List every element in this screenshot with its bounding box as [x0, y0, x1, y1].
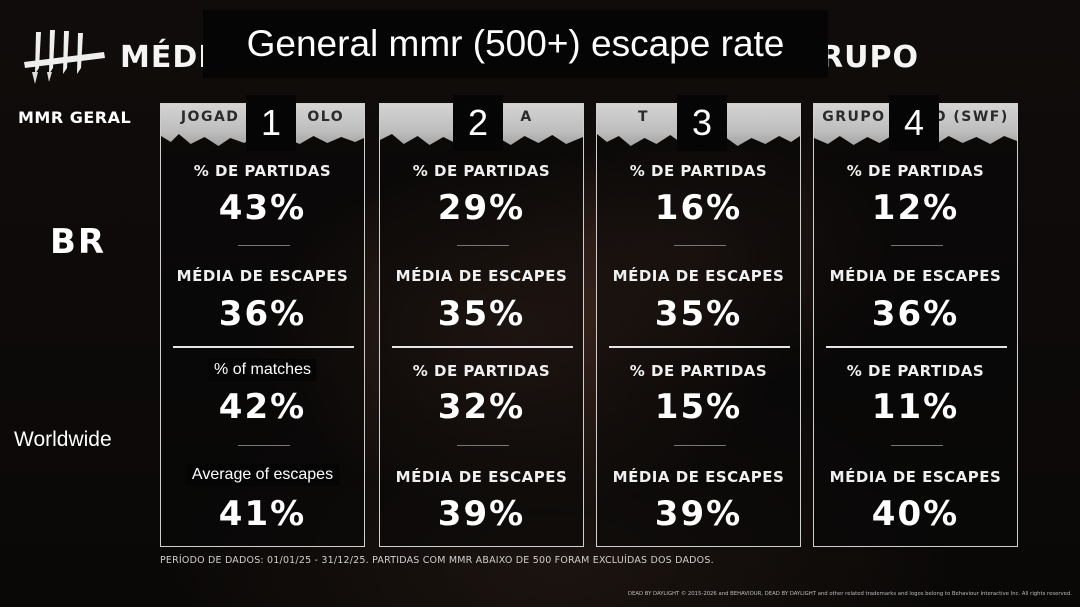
card-number-badge: 3 [677, 95, 727, 151]
world-escapes-label: MÉDIA DE ESCAPES [612, 468, 785, 486]
world-escapes-value: 39% [437, 494, 526, 534]
thin-divider [891, 245, 943, 246]
copyright-notice: DEAD BY DAYLIGHT © 2015-2026 and BEHAVIO… [627, 591, 1072, 597]
region-worldwide-label: Worldwide [14, 428, 112, 451]
world-matches-value: 11% [871, 387, 960, 427]
region-divider [173, 346, 354, 348]
card-header-right: A [520, 109, 533, 125]
br-escapes-label: MÉDIA DE ESCAPES [612, 267, 785, 285]
region-divider [826, 346, 1007, 348]
data-period-footnote: PERÍODO DE DADOS: 01/01/25 - 31/12/25. P… [160, 555, 714, 566]
thin-divider [238, 445, 290, 446]
card-header-right: OLO [307, 109, 345, 125]
thin-divider [238, 245, 290, 246]
br-escapes-label: MÉDIA DE ESCAPES [829, 267, 1002, 285]
br-matches-label: % DE PARTIDAS [629, 162, 768, 180]
thin-divider [457, 445, 509, 446]
br-matches-value: 12% [871, 188, 960, 228]
card-header-right: O (SWF) [933, 109, 1009, 125]
world-matches-label: % DE PARTIDAS [629, 362, 768, 380]
world-escapes-value: 40% [871, 494, 960, 534]
thin-divider [674, 445, 726, 446]
world-escapes-value: 39% [654, 494, 743, 534]
card-solo: JOGAD OLO % DE PARTIDAS 43% MÉDIA DE ESCA… [160, 103, 365, 547]
world-matches-value: 32% [437, 387, 526, 427]
world-matches-label: % DE PARTIDAS [846, 362, 985, 380]
br-matches-value: 43% [218, 188, 307, 228]
br-escapes-label: MÉDIA DE ESCAPES [395, 267, 568, 285]
header-title-right: RUPO [820, 40, 919, 75]
br-escapes-value: 36% [871, 294, 960, 334]
card-trio: T % DE PARTIDAS 16% MÉDIA DE ESCAPES 35%… [596, 103, 801, 547]
br-matches-label: % DE PARTIDAS [193, 162, 332, 180]
header-title-left: MÉDI [120, 40, 211, 75]
region-br-label: BR [50, 222, 107, 262]
world-escapes-value: 41% [218, 494, 307, 534]
world-matches-value: 15% [654, 387, 743, 427]
card-duo: A % DE PARTIDAS 29% MÉDIA DE ESCAPES 35%… [379, 103, 584, 547]
br-escapes-label: MÉDIA DE ESCAPES [176, 267, 349, 285]
world-escapes-label: MÉDIA DE ESCAPES [829, 468, 1002, 486]
br-matches-label: % DE PARTIDAS [412, 162, 551, 180]
card-swf-group: GRUPO O (SWF) % DE PARTIDAS 12% MÉDIA DE … [813, 103, 1018, 547]
card-number-badge: 4 [889, 95, 939, 151]
br-escapes-value: 36% [218, 294, 307, 334]
world-escapes-label: MÉDIA DE ESCAPES [395, 468, 568, 486]
region-divider [609, 346, 790, 348]
thin-divider [674, 245, 726, 246]
br-matches-value: 16% [654, 188, 743, 228]
overlay-title: General mmr (500+) escape rate [203, 10, 828, 78]
mmr-geral-label: MMR GERAL [18, 108, 132, 127]
thin-divider [457, 245, 509, 246]
card-header-left: GRUPO [822, 109, 886, 125]
br-escapes-value: 35% [654, 294, 743, 334]
region-divider [392, 346, 573, 348]
world-escapes-label: Average of escapes [185, 464, 340, 486]
br-escapes-value: 35% [437, 294, 526, 334]
card-header-left: JOGAD [180, 109, 240, 125]
br-matches-label: % DE PARTIDAS [846, 162, 985, 180]
br-matches-value: 29% [437, 188, 526, 228]
dbd-hook-claw-logo-icon [24, 30, 105, 84]
card-number-badge: 2 [453, 95, 503, 151]
world-matches-label: % of matches [208, 359, 317, 381]
card-number-badge: 1 [246, 95, 296, 151]
card-header-left: T [637, 109, 650, 125]
world-matches-value: 42% [218, 387, 307, 427]
world-matches-label: % DE PARTIDAS [412, 362, 551, 380]
thin-divider [891, 445, 943, 446]
